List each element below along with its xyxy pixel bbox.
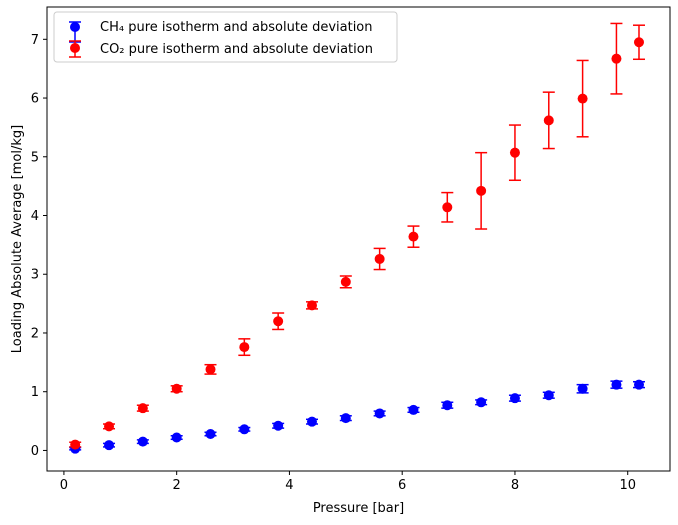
y-tick-label: 6 bbox=[31, 92, 39, 107]
x-tick-label: 2 bbox=[173, 478, 181, 493]
legend-marker-ch4 bbox=[69, 21, 81, 43]
data-point-co2 bbox=[171, 383, 182, 394]
data-point-co2 bbox=[611, 53, 622, 64]
x-tick-label: 10 bbox=[619, 478, 636, 493]
data-point-co2 bbox=[70, 439, 81, 450]
data-point-ch4 bbox=[476, 397, 487, 408]
y-tick-label: 2 bbox=[31, 326, 39, 341]
plot-frame bbox=[46, 6, 671, 472]
x-tick-label: 8 bbox=[511, 478, 519, 493]
data-point-co2 bbox=[273, 316, 284, 327]
data-point-co2 bbox=[205, 364, 216, 375]
data-point-co2 bbox=[408, 231, 419, 242]
data-point-co2 bbox=[104, 421, 115, 432]
x-tick-label: 0 bbox=[60, 478, 68, 493]
y-tick-label: 5 bbox=[31, 150, 39, 165]
legend-label-co2: CO₂ pure isotherm and absolute deviation bbox=[100, 42, 373, 57]
data-point-co2 bbox=[137, 403, 148, 414]
marker-layer bbox=[70, 37, 644, 454]
data-point-ch4 bbox=[633, 379, 644, 390]
data-point-ch4 bbox=[340, 413, 351, 424]
x-tick-label: 4 bbox=[285, 478, 293, 493]
data-point-ch4 bbox=[509, 393, 520, 404]
legend-marker-co2 bbox=[69, 40, 81, 58]
legend: CH₄ pure isotherm and absolute deviation… bbox=[53, 11, 398, 63]
data-point-co2 bbox=[306, 300, 317, 311]
data-point-co2 bbox=[543, 115, 554, 126]
data-point-ch4 bbox=[306, 416, 317, 427]
data-point-co2 bbox=[509, 147, 520, 158]
data-point-co2 bbox=[577, 93, 588, 104]
data-point-co2 bbox=[633, 37, 644, 48]
data-point-ch4 bbox=[239, 424, 250, 435]
plot-area bbox=[47, 7, 670, 471]
data-point-ch4 bbox=[104, 440, 115, 451]
legend-label-ch4: CH₄ pure isotherm and absolute deviation bbox=[100, 20, 373, 35]
data-point-ch4 bbox=[577, 383, 588, 394]
data-point-ch4 bbox=[205, 428, 216, 439]
data-point-ch4 bbox=[611, 379, 622, 390]
data-point-ch4 bbox=[273, 420, 284, 431]
data-point-co2 bbox=[476, 185, 487, 196]
y-axis-ticks: 0 1 2 3 4 5 6 7 bbox=[31, 33, 47, 459]
y-tick-label: 3 bbox=[31, 268, 39, 283]
data-point-ch4 bbox=[442, 400, 453, 411]
y-tick-label: 0 bbox=[31, 444, 39, 459]
data-point-co2 bbox=[239, 342, 250, 353]
y-tick-label: 7 bbox=[31, 33, 39, 48]
data-point-ch4 bbox=[374, 408, 385, 419]
data-point-ch4 bbox=[137, 436, 148, 447]
y-axis-label: Loading Absolute Average [mol/kg] bbox=[10, 125, 25, 353]
data-point-ch4 bbox=[543, 390, 554, 401]
legend-box bbox=[53, 11, 398, 63]
y-tick-label: 4 bbox=[31, 209, 39, 224]
y-tick-label: 1 bbox=[31, 385, 39, 400]
x-axis-ticks: 0 2 4 6 8 10 bbox=[60, 471, 636, 493]
data-point-ch4 bbox=[408, 404, 419, 415]
x-axis-label: Pressure [bar] bbox=[313, 501, 404, 516]
data-point-ch4 bbox=[171, 432, 182, 443]
data-point-co2 bbox=[442, 202, 453, 213]
data-point-co2 bbox=[374, 253, 385, 264]
data-point-co2 bbox=[340, 276, 351, 287]
x-tick-label: 6 bbox=[398, 478, 406, 493]
